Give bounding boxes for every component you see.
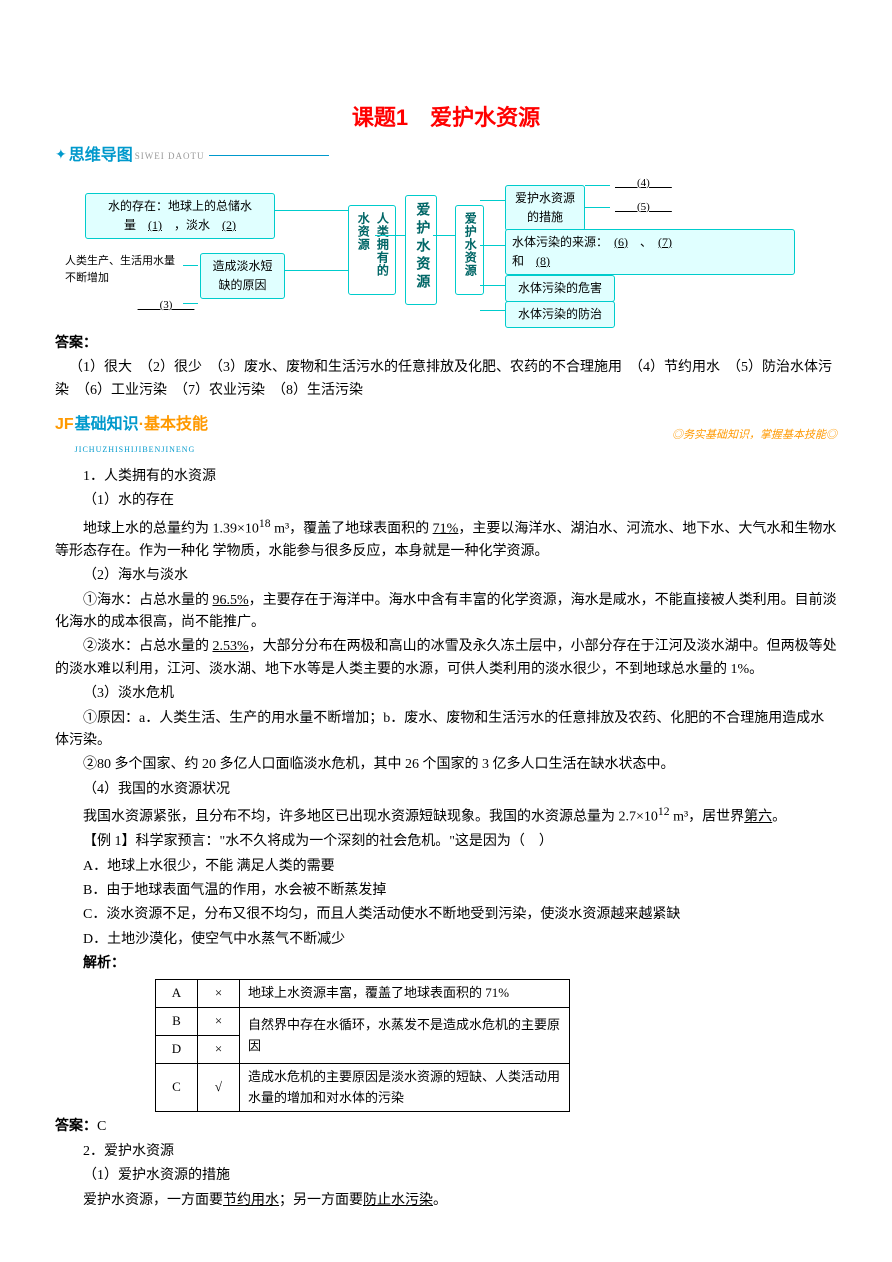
section-mindmap-header: ✦ 思维导图 SIWEI DAOTU: [55, 143, 837, 169]
mm-left-mid: 人类拥有的水资源: [348, 205, 396, 295]
analysis-table: A × 地球上水资源丰富，覆盖了地球表面积的 71% B × 自然界中存在水循环…: [155, 979, 570, 1112]
h1-3-b: ②80 多个国家、约 20 多亿人口面临淡水危机，其中 26 个国家的 3 亿多…: [55, 754, 837, 776]
h2: 2．爱护水资源: [55, 1141, 837, 1163]
h2-1-body: 爱护水资源，一方面要节约用水；另一方面要防止水污染。: [55, 1190, 837, 1212]
h1-4: （4）我国的水资源状况: [55, 779, 837, 801]
mm-box-source: 水体污染的来源： (6) 、 (7) 和 (8): [505, 229, 795, 275]
jf-icon: JF: [55, 412, 74, 438]
answers-label: 答案：: [55, 333, 837, 355]
cell-opt: B: [156, 1008, 198, 1036]
cell-opt: A: [156, 980, 198, 1008]
cell-opt: D: [156, 1036, 198, 1064]
section-label: 思维导图: [69, 143, 133, 169]
cross-icon: ✦: [55, 145, 67, 167]
answer: 答案：C: [55, 1116, 837, 1138]
mm-plain-4: (4): [615, 175, 672, 193]
sec2-right: ◎务实基础知识，掌握基本技能◎: [672, 427, 837, 445]
table-row: B × 自然界中存在水循环，水蒸发不是造成水危机的主要原因: [156, 1008, 570, 1036]
cell-opt: C: [156, 1063, 198, 1112]
h1-2: （2）海水与淡水: [55, 565, 837, 587]
opt-a: A．地球上水很少，不能 满足人类的需要: [55, 856, 837, 878]
example-1: 【例 1】科学家预言："水不久将成为一个深刻的社会危机。"这是因为（ ）: [55, 831, 837, 853]
cell-mark: √: [198, 1063, 240, 1112]
section-basics-header: JF 基础知识·基本技能 JICHUZHISHIJIBENJINENG ◎务实基…: [55, 412, 837, 460]
page-title: 课题1 爱护水资源: [55, 100, 837, 135]
cell-mark: ×: [198, 1036, 240, 1064]
h1-4-body: 我国水资源紧张，且分布不均，许多地区已出现水资源短缺现象。我国的水资源总量为 2…: [55, 803, 837, 829]
cell-mark: ×: [198, 1008, 240, 1036]
h1-1: （1）水的存在: [55, 490, 837, 512]
mm-box-control: 水体污染的防治: [505, 301, 615, 328]
h1: 1．人类拥有的水资源: [55, 466, 837, 488]
mm-plain-5: (5): [615, 199, 672, 217]
opt-c: C．淡水资源不足，分布又很不均匀，而且人类活动使水不断地受到污染，使淡水资源越来…: [55, 904, 837, 926]
mm-box-harm: 水体污染的危害: [505, 275, 615, 302]
mm-plain-human: 人类生产、生活用水量不断增加: [65, 253, 185, 288]
mm-box-cause: 造成淡水短缺的原因: [200, 253, 285, 299]
sec2-sub: JICHUZHISHIJIBENJINENG: [75, 445, 196, 454]
sec2-cn1: 基础知识: [75, 416, 139, 433]
opt-b: B．由于地球表面气温的作用，水会被不断蒸发掉: [55, 880, 837, 902]
answers-text: （1）很大 （2）很少 （3）废水、废物和生活污水的任意排放及化肥、农药的不合理…: [55, 357, 837, 402]
cell-reason: 地球上水资源丰富，覆盖了地球表面积的 71%: [240, 980, 570, 1008]
mind-map: 爱护水资源 人类拥有的水资源 爱护水资源 水的存在：地球上的总储水量 (1) ，…: [55, 175, 837, 325]
mm-plain-blank3: (3): [105, 297, 205, 315]
mm-box-measures: 爱护水资源的措施: [505, 185, 585, 231]
h1-2-a: ①海水：占总水量的 96.5%，主要存在于海洋中。海水中含有丰富的化学资源，海水…: [55, 590, 837, 635]
sec2-cn2: 基本技能: [144, 416, 208, 433]
mm-right-mid: 爱护水资源: [455, 205, 484, 295]
cell-reason: 造成水危机的主要原因是淡水资源的短缺、人类活动用水量的增加和对水体的污染: [240, 1063, 570, 1112]
section-en: SIWEI DAOTU: [135, 149, 205, 163]
cell-reason: 自然界中存在水循环，水蒸发不是造成水危机的主要原因: [240, 1008, 570, 1064]
h1-2-b: ②淡水：占总水量的 2.53%，大部分分布在两极和高山的冰雪及永久冻土层中，小部…: [55, 636, 837, 681]
h2-1: （1）爱护水资源的措施: [55, 1165, 837, 1187]
mm-center: 爱护水资源: [405, 195, 437, 305]
h1-3: （3）淡水危机: [55, 683, 837, 705]
cell-mark: ×: [198, 980, 240, 1008]
table-row: A × 地球上水资源丰富，覆盖了地球表面积的 71%: [156, 980, 570, 1008]
h1-3-a: ①原因：a．人类生活、生产的用水量不断增加；b．废水、废物和生活污水的任意排放及…: [55, 708, 837, 753]
jiexi-label: 解析：: [55, 953, 837, 975]
table-row: C √ 造成水危机的主要原因是淡水资源的短缺、人类活动用水量的增加和对水体的污染: [156, 1063, 570, 1112]
opt-d: D．土地沙漠化，使空气中水蒸气不断减少: [55, 929, 837, 951]
mm-box-existence: 水的存在：地球上的总储水量 (1) ，淡水 (2): [85, 193, 275, 239]
h1-1-body: 地球上水的总量约为 1.39×1018 m³，覆盖了地球表面积的 71%，主要以…: [55, 515, 837, 563]
section-underline: [209, 155, 329, 156]
